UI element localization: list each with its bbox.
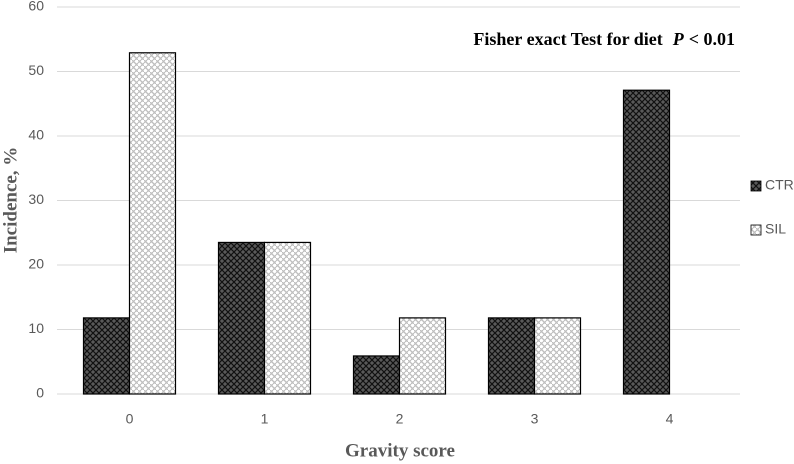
- x-tick-label: 2: [396, 411, 404, 427]
- x-tick-label: 3: [531, 411, 539, 427]
- y-tick-label: 50: [28, 62, 44, 78]
- bar: [263, 241, 312, 395]
- bar: [217, 241, 266, 395]
- x-axis-label: Gravity score: [345, 440, 455, 461]
- bar: [622, 89, 671, 395]
- legend-label: CTR: [765, 177, 794, 193]
- y-tick-label: 60: [28, 0, 44, 14]
- y-tick-label: 40: [28, 127, 44, 143]
- annotation-text: Fisher exact Test for diet: [473, 29, 662, 49]
- y-axis-label: Incidence, %: [0, 147, 21, 254]
- y-tick-label: 10: [28, 320, 44, 336]
- legend-swatch: [750, 180, 762, 192]
- bar: [398, 317, 447, 395]
- x-tick-label: 4: [666, 411, 674, 427]
- bar: [352, 355, 401, 395]
- annotation-value: < 0.01: [689, 29, 735, 49]
- y-tick-label: 0: [36, 385, 44, 401]
- legend-label: SIL: [765, 221, 786, 237]
- bar: [128, 52, 177, 395]
- x-tick-label: 1: [261, 411, 269, 427]
- y-tick-label: 20: [28, 256, 44, 272]
- legend-swatch: [750, 224, 762, 236]
- annotation-p: P: [672, 29, 685, 49]
- y-tick-label: 30: [28, 191, 44, 207]
- bar: [487, 317, 536, 395]
- bar: [82, 317, 131, 395]
- bar: [533, 317, 582, 395]
- x-tick-label: 0: [126, 411, 134, 427]
- annotation: Fisher exact Test for diet P < 0.01: [473, 29, 735, 49]
